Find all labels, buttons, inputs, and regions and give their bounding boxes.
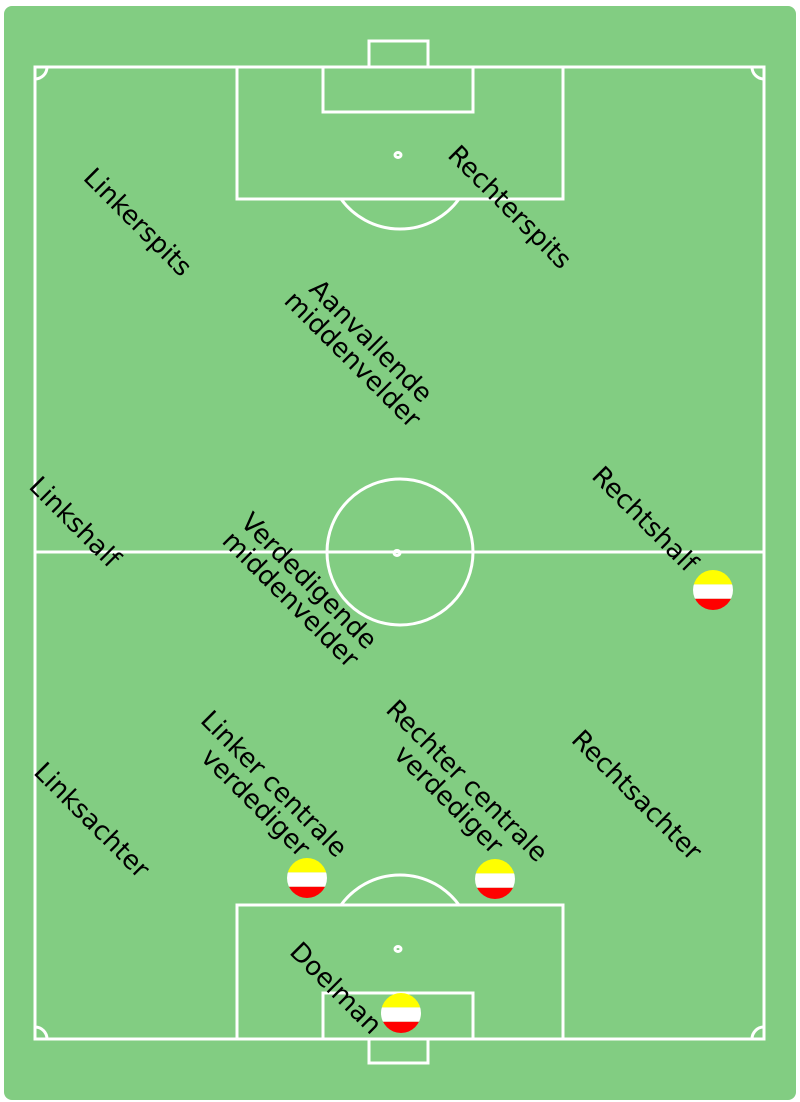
marker-band-bottom xyxy=(693,598,733,610)
top-penalty-arc xyxy=(339,198,461,231)
marker-band-bottom xyxy=(381,1021,421,1033)
marker-band-middle xyxy=(475,873,515,888)
bottom-penalty-spot xyxy=(393,945,403,953)
corner-arc-top-left xyxy=(34,66,49,81)
marker-band-top xyxy=(475,859,515,874)
bottom-goal-area xyxy=(321,991,475,1041)
bottom-penalty-arc xyxy=(339,873,461,906)
player-markers xyxy=(287,570,733,1033)
centre-spot xyxy=(392,549,402,557)
pitch-markings xyxy=(33,39,766,1065)
top-goal-area xyxy=(321,65,475,114)
marker-band-top xyxy=(287,858,327,873)
top-penalty-spot xyxy=(393,151,403,159)
marker-band-middle xyxy=(381,1007,421,1022)
corner-arc-top-right xyxy=(750,66,765,81)
player-marker-rechtshalf xyxy=(693,570,733,610)
marker-band-bottom xyxy=(287,886,327,898)
marker-band-middle xyxy=(693,584,733,599)
corner-arc-bottom-right xyxy=(750,1025,765,1040)
marker-band-top xyxy=(381,993,421,1008)
player-marker-doelman xyxy=(381,993,421,1033)
corner-arc-bottom-left xyxy=(34,1025,49,1040)
player-marker-linker-centrale-verdediger xyxy=(287,858,327,898)
centre-circle xyxy=(325,477,475,627)
marker-band-bottom xyxy=(475,887,515,899)
marker-band-middle xyxy=(287,872,327,887)
player-marker-rechter-centrale-verdediger xyxy=(475,859,515,899)
marker-band-top xyxy=(693,570,733,585)
